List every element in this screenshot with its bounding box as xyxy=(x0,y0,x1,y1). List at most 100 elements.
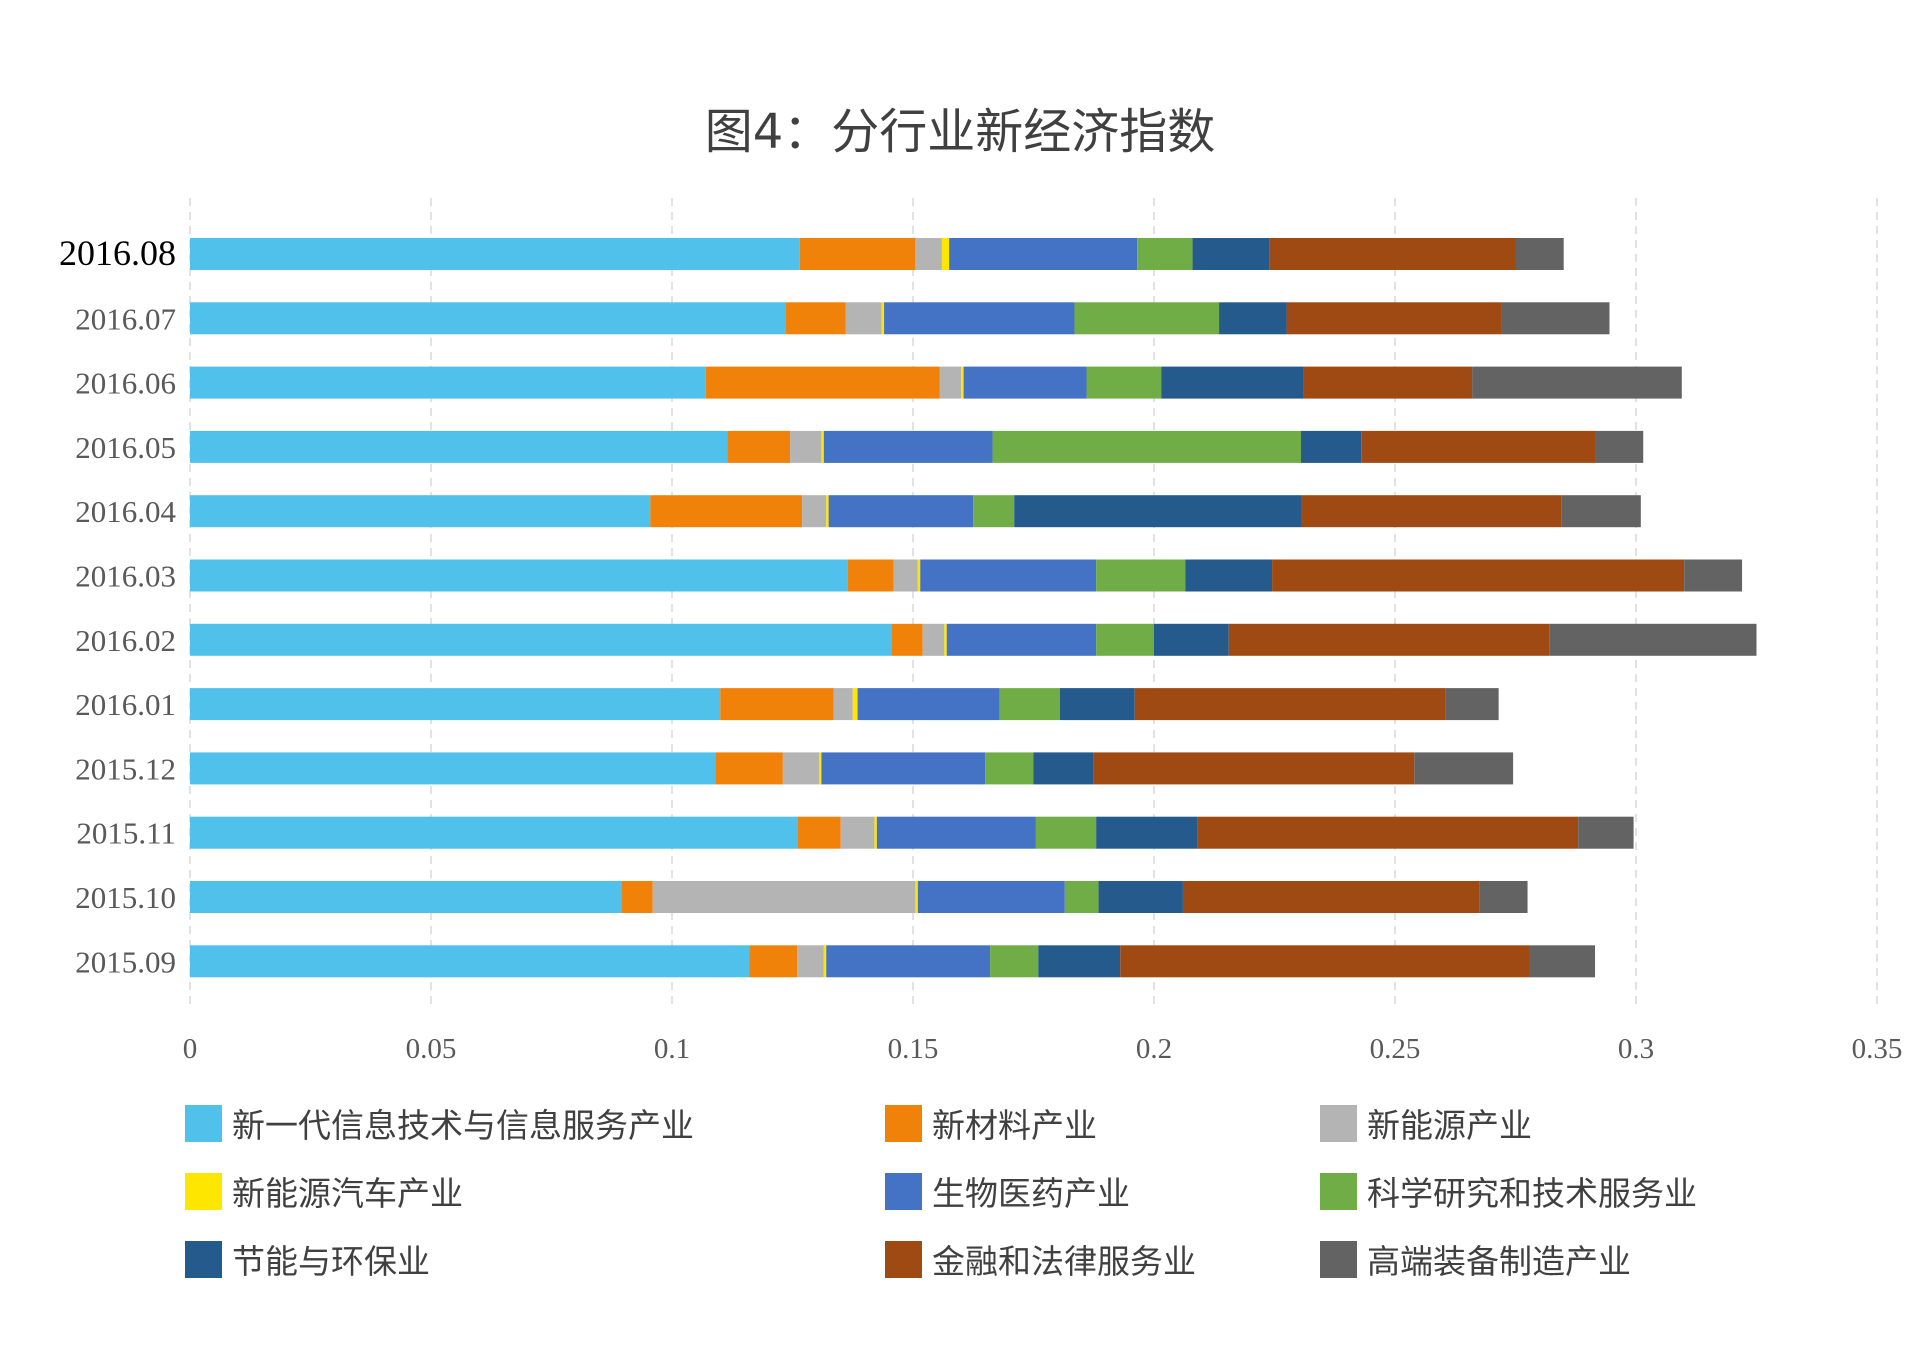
y-category-label: 2016.07 xyxy=(75,301,176,336)
legend-swatch xyxy=(1320,1241,1357,1278)
x-tick-label: 0.1 xyxy=(654,1033,690,1065)
legend-label: 金融和法律服务业 xyxy=(932,1235,1196,1283)
bar-segment xyxy=(920,560,1096,592)
bar-segment xyxy=(1272,560,1684,592)
bar-segment xyxy=(749,945,797,977)
bar-segment xyxy=(848,560,894,592)
bar-segment xyxy=(1074,302,1219,334)
x-tick-label: 0.35 xyxy=(1852,1033,1903,1065)
bar-segment xyxy=(1414,752,1513,784)
bar-segment xyxy=(1684,560,1742,592)
legend-swatch xyxy=(885,1241,922,1278)
y-category-label: 2016.01 xyxy=(75,687,176,722)
bar-segment xyxy=(985,752,1033,784)
bar-segment xyxy=(190,560,848,592)
legend-item: 高端装备制造产业 xyxy=(1320,1235,1631,1283)
bar-segment xyxy=(1361,431,1595,463)
bar-segment xyxy=(894,560,918,592)
bar-segment xyxy=(1549,624,1756,656)
bar-segment xyxy=(1301,431,1361,463)
bar-segment xyxy=(190,945,749,977)
legend-label: 新材料产业 xyxy=(932,1099,1097,1147)
x-tick-label: 0.05 xyxy=(406,1033,457,1065)
legend-label: 新一代信息技术与信息服务产业 xyxy=(232,1099,694,1147)
bar-segment xyxy=(1303,367,1472,399)
bar-segment xyxy=(949,238,1137,270)
bar-segment xyxy=(1301,495,1561,527)
legend-label: 新能源汽车产业 xyxy=(232,1167,463,1215)
bar-segment xyxy=(1479,881,1527,913)
bar-segment xyxy=(961,367,963,399)
bar-segment xyxy=(973,495,1014,527)
bar-segment xyxy=(853,688,858,720)
bar-segment xyxy=(621,881,652,913)
bar-segment xyxy=(824,945,826,977)
bar-segment xyxy=(190,752,715,784)
bar-segment xyxy=(1446,688,1499,720)
bar-segment xyxy=(190,881,621,913)
bar-segment xyxy=(1094,752,1415,784)
x-tick-label: 0.2 xyxy=(1136,1033,1172,1065)
bar-segment xyxy=(720,688,833,720)
bar-segment xyxy=(874,817,876,849)
bar-segment xyxy=(1120,945,1530,977)
bar-segment xyxy=(1096,560,1185,592)
y-category-label: 2016.08 xyxy=(59,233,176,273)
bar-segment xyxy=(797,945,824,977)
bar-segment xyxy=(797,817,840,849)
bar-segment xyxy=(1161,367,1303,399)
bar-segment xyxy=(846,302,882,334)
bar-segment xyxy=(1287,302,1501,334)
legend-item: 生物医药产业 xyxy=(885,1167,1130,1215)
legend-label: 科学研究和技术服务业 xyxy=(1367,1167,1697,1215)
legend-item: 新材料产业 xyxy=(885,1099,1097,1147)
bar-segment xyxy=(190,367,706,399)
bar-segment xyxy=(990,945,1038,977)
bar-segment xyxy=(1270,238,1516,270)
legend-swatch xyxy=(185,1173,222,1210)
bar-segment xyxy=(884,302,1074,334)
legend-item: 科学研究和技术服务业 xyxy=(1320,1167,1697,1215)
y-category-label: 2016.04 xyxy=(75,494,176,529)
y-category-label: 2015.11 xyxy=(76,816,176,851)
bar-segment xyxy=(800,238,916,270)
bar-segment xyxy=(1096,624,1154,656)
bar-segment xyxy=(1516,238,1564,270)
bar-segment xyxy=(190,495,650,527)
bar-segment xyxy=(882,302,884,334)
bar-segment xyxy=(1472,367,1682,399)
bar-segment xyxy=(918,560,920,592)
bar-segment xyxy=(1135,688,1446,720)
bar-segment xyxy=(1595,431,1643,463)
bar-segment xyxy=(1578,817,1633,849)
legend-item: 新能源汽车产业 xyxy=(185,1167,463,1215)
bar-segment xyxy=(964,367,1087,399)
bar-segment xyxy=(942,238,949,270)
bar-segment xyxy=(826,495,828,527)
bar-segment xyxy=(783,752,819,784)
bar-segment xyxy=(821,752,985,784)
x-tick-label: 0.15 xyxy=(888,1033,939,1065)
bar-segment xyxy=(790,431,821,463)
bar-segment xyxy=(841,817,875,849)
bar-segment xyxy=(1154,624,1229,656)
legend-swatch xyxy=(1320,1105,1357,1142)
bar-segment xyxy=(826,945,990,977)
bar-segment xyxy=(1561,495,1641,527)
x-tick-label: 0 xyxy=(183,1033,198,1065)
bar-segment xyxy=(1087,367,1162,399)
bar-segment xyxy=(190,302,785,334)
bar-segment xyxy=(190,624,891,656)
bar-segment xyxy=(1197,817,1578,849)
bar-segment xyxy=(1185,560,1272,592)
legend-label: 生物医药产业 xyxy=(932,1167,1130,1215)
bar-segment xyxy=(944,624,946,656)
legend-item: 新一代信息技术与信息服务产业 xyxy=(185,1099,694,1147)
legend-item: 金融和法律服务业 xyxy=(885,1235,1196,1283)
x-tick-label: 0.3 xyxy=(1618,1033,1654,1065)
bar-segment xyxy=(190,431,727,463)
bar-segment xyxy=(650,495,802,527)
bar-segment xyxy=(858,688,1000,720)
